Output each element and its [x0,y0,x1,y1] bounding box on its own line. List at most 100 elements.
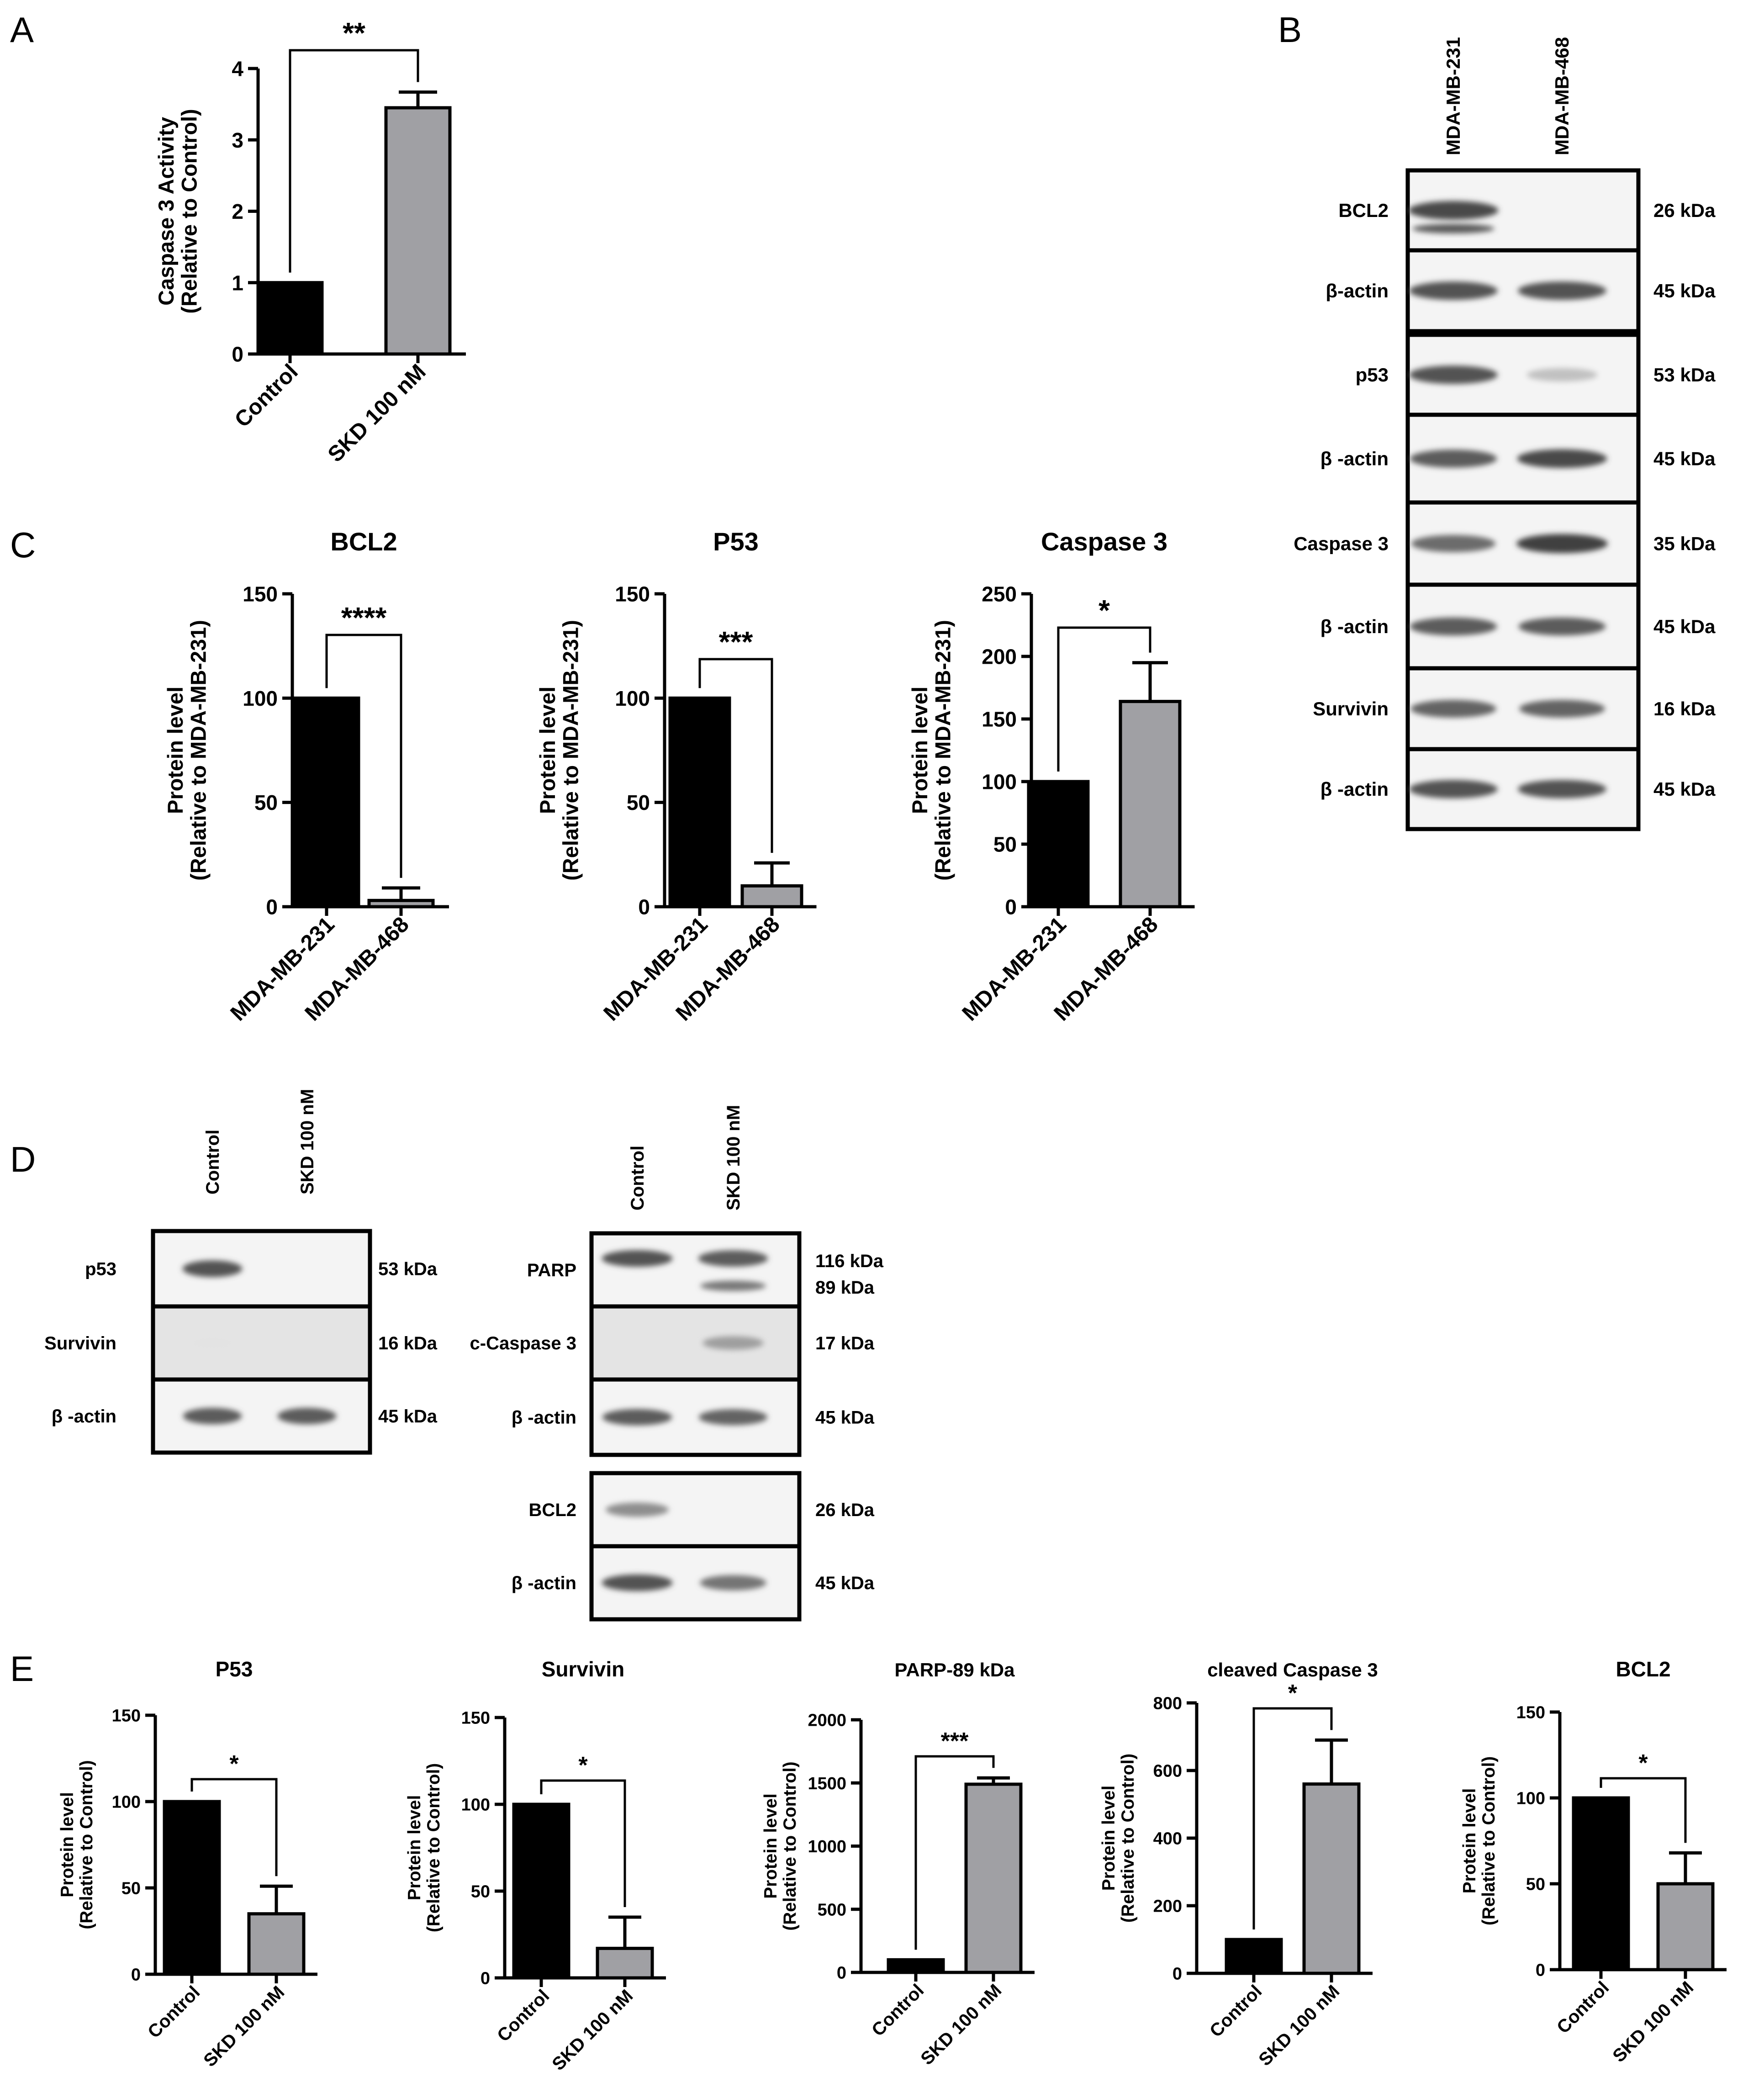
kda-label: 16 kDa [1653,698,1716,719]
blot-band [1519,700,1605,718]
y-axis-label: Protein level(Relative to Control) [761,1761,800,1930]
chart-c-bcl2: BCL2 0 50 100 150 Protein level(Relative to M… [164,527,449,1025]
blot-band [1517,449,1607,468]
y-tick-label: 100 [461,1796,490,1815]
y-axis-label: Protein level(Relative to MDA-MB-231) [164,620,211,881]
y-axis-label: Protein level(Relative to Control) [1099,1754,1138,1923]
chart-e-p53: P53 0 50 100 150 Protein level(Relative to Co… [58,1657,317,2071]
significance-bracket [190,1778,278,1876]
y-axis-label-line: Protein level [164,687,187,814]
kda-label: 53 kDa [378,1259,438,1279]
protein-label: BCL2 [1338,200,1389,221]
y-axis-label-line: (Relative to Control) [424,1763,444,1932]
y-axis-label-line: (Relative to MDA-MB-231) [559,620,583,881]
protein-label: β -actin [512,1408,576,1428]
kda-label: 16 kDa [378,1333,438,1353]
blot-band [1409,281,1498,300]
y-tick-label: 150 [461,1709,490,1728]
blot-band [602,1250,673,1267]
protein-label: Caspase 3 [1294,533,1389,555]
blot-band [700,1575,766,1591]
significance-marker: **** [341,601,387,634]
blot-band [700,1280,766,1291]
lane-label: SKD 100 nM [297,1089,317,1194]
kda-label: 26 kDa [815,1500,875,1520]
significance-bracket [698,658,773,853]
x-tick-label: SKD 100 nM [200,1982,288,2071]
protein-label: β -actin [1320,778,1389,800]
y-tick-label: 50 [993,833,1017,856]
kda-label: 17 kDa [815,1333,875,1353]
bar-mda-mb-468 [740,884,803,909]
x-tick-label: SKD 100 nM [548,1986,637,2074]
y-axis-label: Caspase 3 Activity(Relative to Control) [154,109,201,313]
y-tick-label: 1000 [808,1837,846,1856]
lane-label: SKD 100 nM [724,1105,744,1210]
bar-mda-mb-231 [1027,780,1090,909]
chart-e-parp89: PARP-89 kDa 0 500 1000 1500 2000 Protein level… [761,1659,1035,2069]
kda-label: 45 kDa [1653,448,1716,470]
significance-bracket [1600,1777,1687,1843]
y-axis-label-line: Protein level [58,1792,77,1897]
y-tick-label: 200 [1153,1897,1182,1916]
blot-band [1409,780,1498,798]
chart-e-survivin: Survivin 0 50 100 150 Protein level(Relative … [405,1657,666,2074]
y-tick-label: 200 [982,645,1017,669]
y-tick-label: 400 [1153,1829,1182,1849]
chart-e-bcl2: BCL2 0 50 100 150 Protein level(Relative to C… [1460,1657,1727,2066]
blot-band [1518,617,1606,636]
chart-title: Survivin [542,1657,625,1681]
blot-band [190,1337,235,1348]
y-axis-label-line: (Relative to Control) [1118,1754,1138,1923]
kda-label: 116 kDa [815,1251,884,1271]
chart-c-caspase3: Caspase 3 0 50 100 150 200 250 Protein level(Re… [908,527,1195,1025]
significance-marker: *** [719,625,753,658]
significance-bracket [1057,626,1151,772]
significance-bracket [289,49,419,273]
y-tick-label: 2 [232,200,243,223]
significance-marker: ** [343,16,365,49]
blot-band [1518,780,1606,798]
significance-marker: * [578,1752,588,1779]
y-axis-label: Protein level(Relative to Control) [58,1760,96,1929]
y-tick-label: 0 [232,343,243,366]
bar-mda-mb-468 [367,899,435,909]
kda-label: 26 kDa [1653,200,1716,221]
blot-band [1410,700,1496,718]
western-blot-b: MDA-MB-231 MDA-MB-468 BCL2 26 kDa β-actin 45 … [1294,37,1716,831]
protein-label: BCL2 [529,1500,576,1520]
bar-control [1225,1938,1283,1975]
blot-band [1410,617,1497,636]
x-tick-label: SKD 100 nM [323,359,431,467]
y-tick-label: 1500 [808,1774,846,1793]
panel-label-c: C [10,525,36,565]
x-tick-label: Control [868,1980,928,2040]
blot-band [182,1260,243,1277]
panel-label-b: B [1278,10,1302,50]
kda-label: 45 kDa [815,1408,875,1428]
y-axis-label: Protein level(Relative to Control) [405,1763,444,1932]
y-axis-label-line: Protein level [1099,1786,1119,1891]
y-tick-label: 0 [1172,1965,1182,1984]
y-axis-label: Protein level(Relative to Control) [1460,1756,1499,1925]
y-axis-label-line: Protein level [536,687,560,814]
bar-skd-100-nm [384,106,452,356]
significance-marker: * [229,1751,239,1777]
y-tick-label: 150 [112,1707,141,1726]
y-tick-label: 0 [266,895,278,919]
y-tick-label: 0 [837,1964,846,1983]
kda-label: 45 kDa [1653,778,1716,800]
bar-mda-mb-231 [293,696,360,909]
y-tick-label: 150 [1516,1703,1545,1723]
y-tick-label: 0 [131,1966,141,1985]
y-tick-label: 50 [254,791,278,814]
blot-band [702,1336,764,1350]
blot-band [605,1502,669,1517]
protein-label: β-actin [1326,280,1389,301]
chart-title: P53 [713,527,759,556]
y-tick-label: 50 [627,791,650,814]
y-axis-label-line: Protein level [1460,1788,1479,1893]
protein-label: p53 [1356,364,1389,386]
kda-label: 45 kDa [815,1573,875,1593]
